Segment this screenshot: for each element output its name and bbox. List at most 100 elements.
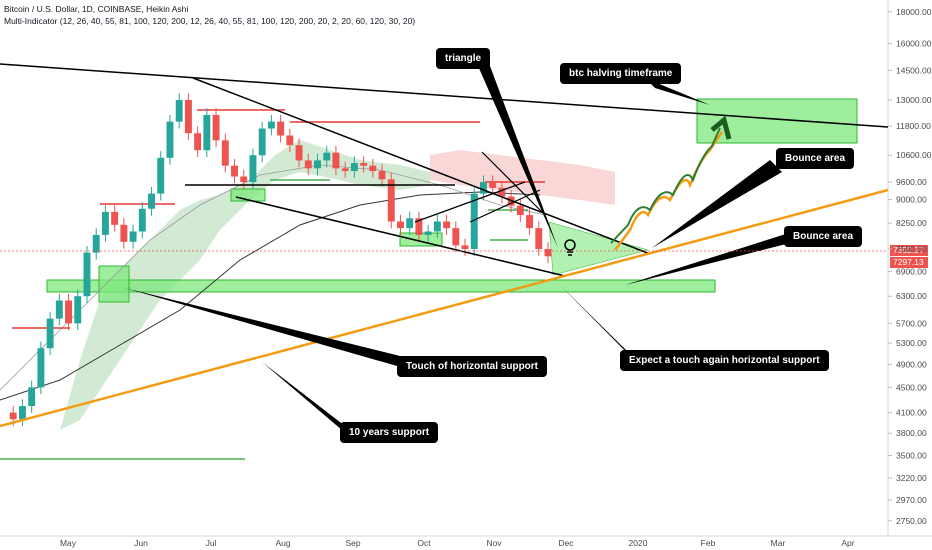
- x-tick-label: May: [60, 538, 77, 548]
- annotation-expect-touch: Expect a touch again horizontal support: [620, 350, 829, 371]
- y-tick-label: 16000.00: [896, 39, 932, 49]
- triangle-upper-line: [192, 77, 651, 255]
- candle-body: [92, 234, 100, 253]
- candle-body: [489, 182, 497, 188]
- pointer-triangle: [478, 66, 558, 248]
- candle-body: [120, 224, 128, 242]
- candle-body: [387, 179, 395, 222]
- candle-body: [148, 193, 155, 209]
- candle-body: [138, 208, 146, 232]
- y-tick-label: 6900.00: [896, 267, 927, 277]
- candle-body: [267, 121, 275, 129]
- triangle-lower-line: [235, 196, 566, 277]
- candle-body: [194, 133, 202, 151]
- projection-path-orange: [614, 131, 724, 251]
- x-tick-label: Jun: [134, 538, 148, 548]
- y-tick-label: 14500.00: [896, 65, 932, 75]
- y-tick-label: 6300.00: [896, 291, 927, 301]
- candle-body: [535, 228, 543, 249]
- candle-body: [350, 163, 358, 172]
- inner-triangle-line-2: [469, 189, 541, 223]
- chart-title: Bitcoin / U.S. Dollar, 1D, COINBASE, Hei…: [4, 4, 189, 14]
- x-tick-label: Sep: [345, 538, 360, 548]
- ten-year-support-line: [0, 188, 889, 428]
- pointer-expect-touch: [560, 285, 636, 362]
- y-tick-label: 5300.00: [896, 338, 927, 348]
- candle-body: [304, 160, 312, 169]
- x-tick-label: Feb: [701, 538, 716, 548]
- y-tick-label: 2750.00: [896, 516, 927, 526]
- candle-body: [369, 165, 377, 172]
- candle-body: [212, 114, 220, 141]
- candle-body: [433, 221, 441, 232]
- candle-body: [470, 193, 478, 249]
- candle-body: [397, 221, 404, 229]
- triangle-bounce-zone: [548, 221, 649, 276]
- y-tick-label: 9600.00: [896, 177, 927, 187]
- candle-body: [203, 114, 211, 151]
- price-tag-2-bg: [890, 257, 928, 268]
- pointer-ten-years: [262, 362, 349, 436]
- y-tick-label: 4900.00: [896, 359, 927, 369]
- candle-body: [129, 231, 137, 242]
- projection-path-green: [610, 127, 721, 244]
- x-tick-label: Oct: [417, 538, 431, 548]
- candle-body: [378, 171, 386, 180]
- candle-body: [452, 228, 460, 246]
- candle-body: [341, 168, 349, 172]
- pointer-touch-support: [125, 288, 404, 368]
- candle-body: [424, 231, 432, 235]
- x-axis-ticks: May Jun Jul Aug Sep Oct Nov Dec 2020 Feb Mar Apr: [60, 538, 855, 548]
- candle-body: [249, 155, 257, 183]
- pointer-halving: [645, 78, 710, 105]
- candle-body: [258, 128, 266, 156]
- annotation-ten-years-support: 10 years support: [340, 422, 439, 443]
- y-tick-label: 18000.00: [896, 7, 932, 17]
- candle-body: [175, 99, 183, 122]
- price-tag-1-bg: [890, 245, 928, 256]
- inner-triangle-line-3: [481, 151, 546, 216]
- candle-body: [498, 187, 506, 197]
- y-tick-label: 13000.00: [896, 95, 932, 105]
- candle-body: [480, 182, 487, 194]
- candle-body: [184, 99, 192, 134]
- annotation-triangle: triangle: [436, 48, 491, 69]
- candle-body: [461, 245, 469, 249]
- lightbulb-icon: [564, 239, 576, 256]
- candle-body: [277, 121, 285, 136]
- candle-body: [55, 300, 63, 319]
- candle-body: [18, 406, 26, 420]
- x-tick-label: Apr: [841, 538, 854, 548]
- x-tick-label: Jul: [206, 538, 217, 548]
- candle-body: [323, 152, 331, 161]
- candle-body: [240, 176, 248, 183]
- y-tick-label: 2970.00: [896, 495, 927, 505]
- candle-body: [231, 165, 238, 177]
- y-tick-label: 3500.00: [896, 450, 927, 460]
- annotation-touch-support: Touch of horizontal support: [397, 356, 548, 377]
- pointer-bounce-1: [652, 160, 782, 248]
- pointer-bounce-2: [625, 232, 794, 285]
- y-tick-label: 3220.00: [896, 473, 927, 483]
- candle-body: [314, 160, 321, 169]
- price-tag-1: 7352.27: [893, 245, 924, 255]
- candle-body: [295, 145, 303, 161]
- annotation-btc-halving: btc halving timeframe: [560, 63, 682, 84]
- candle-body: [360, 163, 368, 166]
- y-tick-label: 9000.00: [896, 195, 927, 205]
- y-tick-label: 3800.00: [896, 428, 927, 438]
- x-tick-label: Aug: [275, 538, 290, 548]
- candle-body: [443, 221, 451, 229]
- projection-arrow-head: [710, 115, 732, 140]
- candle-body: [415, 218, 423, 235]
- candle-body: [46, 318, 54, 349]
- annotation-bounce-area-2: Bounce area: [784, 226, 863, 247]
- candle-body: [286, 135, 294, 146]
- zone-small-1: [98, 265, 130, 303]
- inner-triangle-line-1: [414, 181, 526, 223]
- x-tick-label: Mar: [771, 538, 786, 548]
- x-tick-label: 2020: [629, 538, 648, 548]
- candle-body: [28, 387, 36, 407]
